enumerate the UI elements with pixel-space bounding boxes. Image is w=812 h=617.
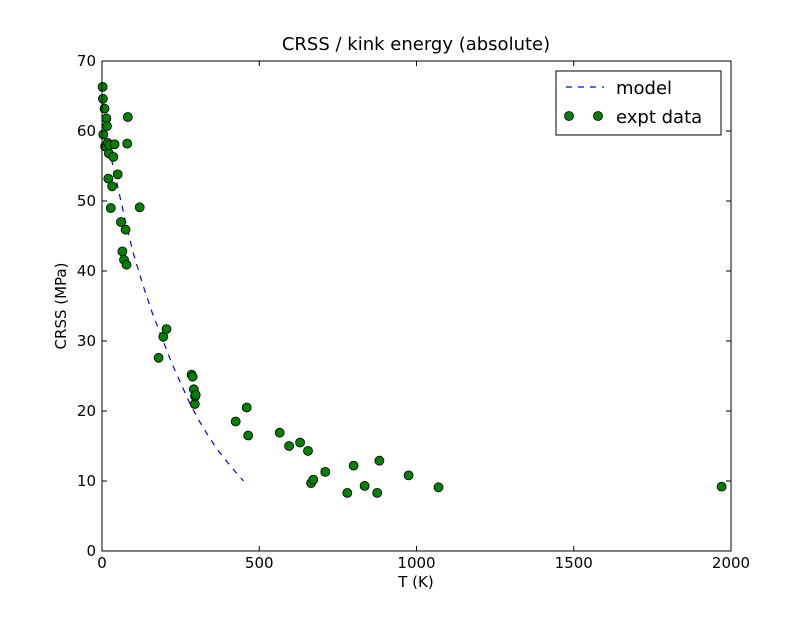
expt-data-point <box>308 474 319 485</box>
expt-data-point <box>161 324 172 335</box>
expt-data-point <box>342 487 353 498</box>
plot-area <box>102 61 731 551</box>
x-tick-label: 1000 <box>397 554 435 572</box>
expt-data-point <box>108 151 119 162</box>
expt-data-point <box>241 402 252 413</box>
expt-data-point <box>102 121 112 131</box>
y-tick-label: 30 <box>77 332 96 350</box>
series-layer <box>97 82 727 498</box>
expt-data-point <box>187 371 198 382</box>
expt-data-point <box>359 480 370 491</box>
y-tick-label: 50 <box>77 192 96 210</box>
expt-data-point <box>190 389 201 400</box>
y-tick-label: 70 <box>77 52 96 70</box>
y-tick-label: 20 <box>77 402 96 420</box>
x-axis-label: T (K) <box>397 573 433 591</box>
expt-data-point <box>230 416 241 427</box>
expt-data-point <box>109 139 120 150</box>
expt-data-point <box>98 129 109 140</box>
x-tick-label: 500 <box>245 554 274 572</box>
legend-expt-label: expt data <box>616 107 702 128</box>
expt-data-point <box>107 181 117 192</box>
expt-data-point <box>98 93 108 104</box>
expt-data-point <box>372 487 383 498</box>
legend-expt-marker-1 <box>564 111 574 121</box>
axis-ticks: 0 500 1000 1500 2000 0 10 20 30 40 50 60 70 <box>77 52 750 572</box>
expt-data-point <box>99 103 110 114</box>
chart-title: CRSS / kink energy (absolute) <box>282 34 550 55</box>
expt-data-point <box>274 427 285 438</box>
expt-data-point <box>120 224 131 235</box>
y-tick-label: 10 <box>77 472 96 490</box>
expt-data-point <box>122 138 133 149</box>
expt-data-point <box>303 445 313 456</box>
expt-data-point <box>97 82 108 92</box>
y-tick-label: 0 <box>86 542 96 560</box>
y-axis-label: CRSS (MPa) <box>52 263 70 350</box>
expt-data-point <box>716 481 727 492</box>
expt-data-point <box>243 430 254 441</box>
legend-box <box>555 70 722 136</box>
expt-data-point <box>103 173 114 184</box>
expt-data-point <box>122 112 133 122</box>
y-tick-label: 40 <box>77 262 96 280</box>
plot-frame <box>101 60 732 552</box>
x-tick-label: 1500 <box>555 554 593 572</box>
expt-data-point <box>348 460 359 471</box>
legend: model expt data <box>555 70 722 136</box>
expt-data-point <box>284 441 295 451</box>
expt-data-point <box>105 203 116 213</box>
y-tick-label: 60 <box>77 122 96 140</box>
expt-data-point <box>153 352 164 363</box>
expt-data-point <box>134 202 145 213</box>
legend-expt-marker-2 <box>593 111 603 121</box>
expt-data-point <box>374 455 385 466</box>
expt-data-point <box>112 169 123 180</box>
expt-data-point <box>116 217 126 227</box>
expt-data-point <box>117 246 128 257</box>
legend-model-label: model <box>616 78 672 99</box>
x-tick-label: 2000 <box>712 554 750 572</box>
expt-data-point <box>320 466 331 477</box>
expt-data-point <box>295 437 306 448</box>
x-tick-label: 0 <box>97 554 107 572</box>
expt-data-point <box>403 470 414 481</box>
expt-data-point <box>121 259 132 270</box>
expt-data-point <box>433 482 444 493</box>
